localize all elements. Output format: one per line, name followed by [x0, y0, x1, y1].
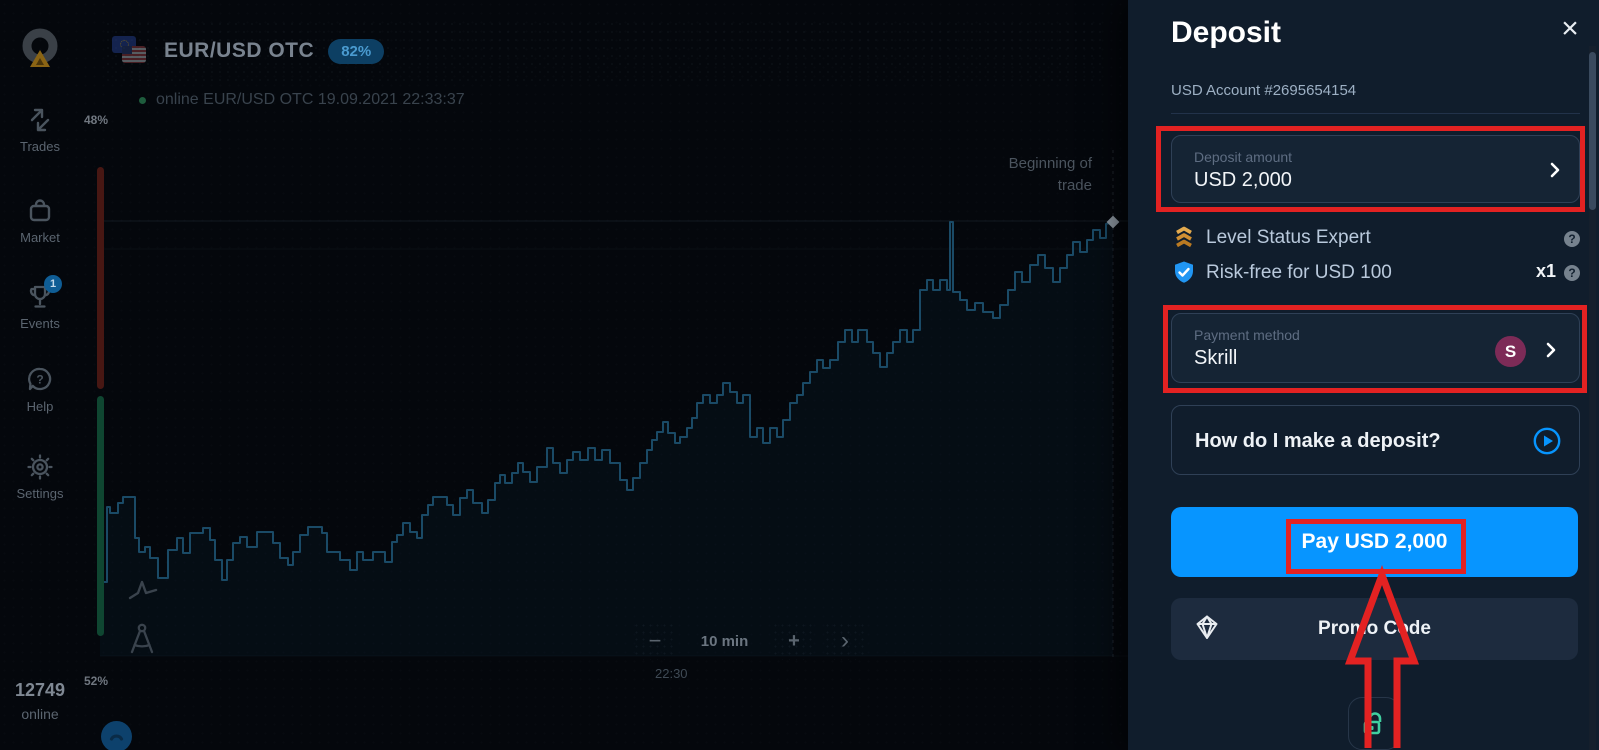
us-flag-icon	[122, 46, 146, 63]
chart-area: Trades Market 1	[0, 0, 1128, 750]
support-chat-button[interactable]	[101, 721, 132, 750]
drawing-tools-button[interactable]	[124, 620, 160, 658]
sidebar-item-market[interactable]: Market	[0, 196, 80, 245]
sell-percent: 48%	[84, 113, 109, 127]
line-chart-icon	[128, 580, 158, 600]
sidebar-item-trades[interactable]: Trades	[0, 105, 80, 154]
status-text: online EUR/USD OTC 19.09.2021 22:33:37	[156, 91, 465, 108]
scrollbar-thumb[interactable]	[1589, 52, 1596, 210]
toolbar-background	[104, 20, 1104, 82]
minus-icon: −	[648, 628, 662, 653]
sidebar-item-help[interactable]: ? Help	[0, 365, 80, 414]
price-chart	[100, 150, 1128, 658]
pair-name: EUR/USD OTC	[164, 39, 315, 62]
trades-arrows-icon	[30, 108, 50, 132]
sidebar-item-label: Trades	[20, 139, 60, 154]
sell-sentiment-bar	[97, 167, 104, 389]
online-counter: 12749 online	[0, 680, 80, 722]
sidebar-item-label: Settings	[16, 486, 64, 501]
risk-free-help-icon[interactable]: ?	[1564, 265, 1580, 281]
payment-method-label: Payment method	[1194, 327, 1300, 343]
level-status-label: Level Status Expert	[1206, 227, 1371, 248]
market-bag-icon	[29, 199, 51, 222]
help-bubble-icon: ?	[28, 367, 52, 391]
how-to-deposit-button[interactable]: How do I make a deposit?	[1171, 405, 1580, 475]
risk-multiplier: x1	[1535, 261, 1556, 281]
deposit-panel: Deposit × USD Account #2695654154 Deposi…	[1128, 0, 1599, 750]
online-dot-icon	[139, 96, 146, 104]
divider	[1171, 113, 1580, 114]
online-label: online	[21, 706, 59, 722]
sidebar-item-label: Help	[26, 399, 54, 414]
lock-icon	[1363, 711, 1382, 734]
payment-method-value: Skrill	[1194, 347, 1238, 369]
timeframe-value: 10 min	[700, 632, 749, 650]
secure-payment-badge	[1348, 697, 1400, 750]
sidebar-item-label: Market	[20, 230, 60, 245]
chart-type-button[interactable]	[126, 574, 160, 606]
sidebar: Trades Market 1	[0, 0, 80, 750]
risk-free-shield-icon	[1175, 261, 1193, 283]
promo-code-button[interactable]: Promo Code	[1171, 598, 1578, 660]
account-label: USD Account #2695654154	[1171, 82, 1357, 99]
price-line	[100, 221, 1114, 583]
plus-icon: +	[788, 629, 800, 652]
deposit-amount-value: USD 2,000	[1194, 169, 1292, 191]
buy-percent: 52%	[84, 674, 109, 688]
price-area	[100, 222, 1113, 656]
level-help-icon[interactable]: ?	[1564, 231, 1580, 247]
chevron-right-icon: ›	[841, 627, 849, 654]
buy-sentiment-bar	[97, 396, 104, 636]
online-count: 12749	[14, 680, 66, 700]
currency-pair-flags-icon	[112, 36, 150, 66]
svg-text:?: ?	[36, 373, 43, 387]
headset-icon	[109, 734, 124, 741]
chevron-right-icon	[1550, 162, 1560, 178]
skrill-logo-icon: S	[1495, 336, 1526, 367]
compass-icon	[130, 623, 154, 654]
timeframe-increase-button[interactable]: +	[772, 622, 816, 660]
sidebar-item-events[interactable]: 1 Events	[0, 275, 80, 331]
level-status-icon	[1176, 226, 1192, 248]
play-video-icon[interactable]	[1533, 427, 1561, 455]
panel-title: Deposit	[1171, 16, 1282, 49]
sidebar-item-label: Events	[20, 316, 60, 331]
beginning-of-trade-label: Beginning of trade	[1008, 155, 1092, 194]
how-to-label: How do I make a deposit?	[1195, 430, 1441, 452]
olymp-logo-icon	[22, 28, 58, 67]
asset-selector[interactable]: EUR/USD OTC 82%	[112, 28, 385, 74]
connection-status: online EUR/USD OTC 19.09.2021 22:33:37	[139, 91, 465, 109]
settings-gear-icon	[27, 454, 53, 480]
sidebar-item-settings[interactable]: Settings	[0, 452, 80, 501]
panel-scrollbar	[1589, 46, 1596, 750]
deposit-amount-field[interactable]: Deposit amount USD 2,000	[1171, 135, 1580, 203]
payout-badge: 82%	[328, 38, 385, 64]
pay-button[interactable]: Pay USD 2,000	[1171, 507, 1578, 577]
app-logo[interactable]	[0, 24, 80, 72]
time-axis-label: 22:30	[655, 666, 688, 681]
chevron-right-icon	[1546, 342, 1556, 358]
risk-free-label: Risk-free for USD 100	[1206, 262, 1392, 283]
events-badge: 1	[44, 275, 62, 293]
timeframe-decrease-button[interactable]: −	[633, 622, 677, 660]
deposit-amount-label: Deposit amount	[1194, 149, 1293, 165]
close-icon[interactable]: ×	[1561, 12, 1579, 45]
scroll-forward-button[interactable]: ›	[824, 622, 866, 660]
